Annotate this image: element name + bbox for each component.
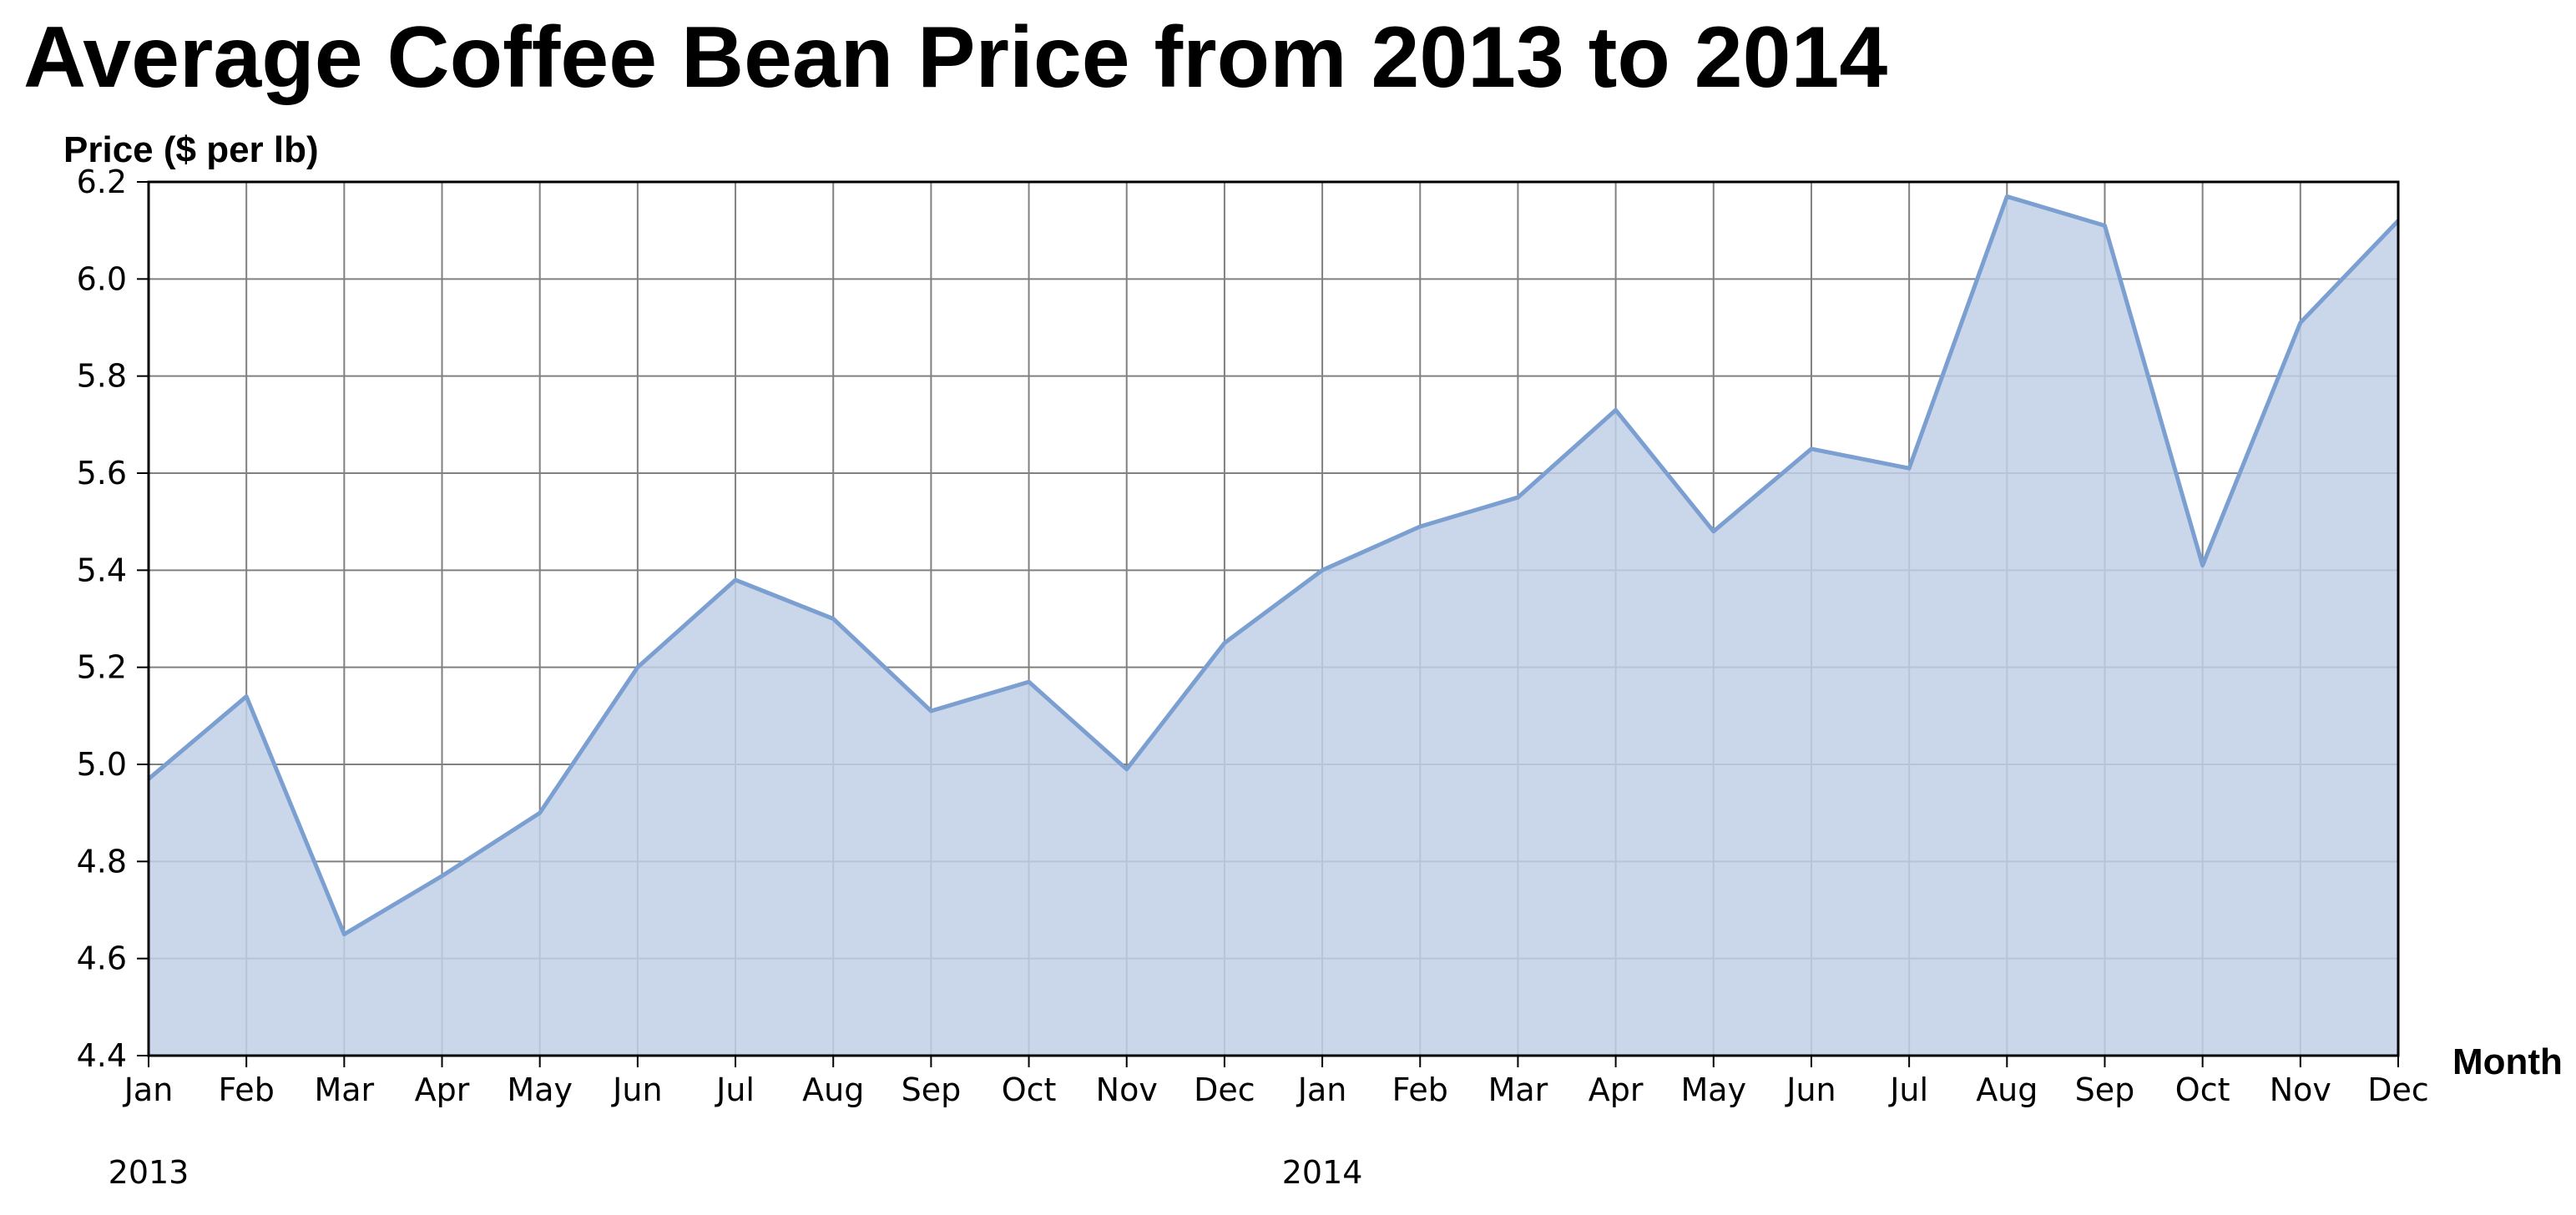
x-tick-label: Oct	[2175, 1071, 2230, 1108]
x-tick-label: Feb	[1392, 1071, 1448, 1108]
x-tick-label: Apr	[415, 1071, 470, 1108]
x-tick-label: Nov	[1096, 1071, 1158, 1108]
plot-frame	[147, 180, 2400, 1057]
x-tick-label: Jan	[123, 1071, 174, 1108]
y-tick-label: 6.2	[77, 164, 127, 200]
y-tick-label: 5.0	[77, 746, 127, 783]
series-line	[147, 194, 2400, 937]
x-tick-label: May	[507, 1071, 573, 1108]
year-label: 2013	[109, 1154, 189, 1191]
x-tick-label: Oct	[1002, 1071, 1057, 1108]
x-tick-label: Aug	[1976, 1071, 2038, 1108]
x-tick-label: Nov	[2270, 1071, 2331, 1108]
x-tick-label: Aug	[802, 1071, 864, 1108]
y-axis-title: Price ($ per lb)	[63, 129, 319, 170]
y-tick-label: 6.0	[77, 260, 127, 297]
y-tick-label: 5.8	[77, 358, 127, 395]
x-tick-label: Jun	[611, 1071, 662, 1108]
year-label: 2014	[1282, 1154, 1363, 1191]
year-labels: 2013 2014	[109, 1154, 1363, 1191]
y-tick-label: 5.2	[77, 649, 127, 686]
x-tick-label: Sep	[2075, 1071, 2135, 1108]
y-tick-label: 4.8	[77, 843, 127, 880]
x-axis-title: Month	[2452, 1041, 2563, 1082]
plot-border	[147, 180, 2400, 1057]
area-fill	[149, 196, 2398, 1056]
x-tick-label: Jul	[1888, 1071, 1928, 1108]
y-tick-label: 5.4	[77, 552, 127, 588]
y-tick-label: 5.6	[77, 455, 127, 492]
y-axis-ticks: 4.4 4.6 4.8 5.0 5.2 5.4 5.6 5.8 6.0 6.2	[77, 164, 149, 1074]
x-tick-label: Jul	[715, 1071, 755, 1108]
x-tick-label: May	[1681, 1071, 1747, 1108]
x-tick-label: Dec	[2367, 1071, 2429, 1108]
series-area	[147, 194, 2400, 1056]
x-tick-label: Dec	[1194, 1071, 1255, 1108]
y-tick-label: 4.6	[77, 940, 127, 977]
chart-title: Average Coffee Bean Price from 2013 to 2…	[23, 9, 1887, 106]
x-tick-label: Mar	[314, 1071, 374, 1108]
x-tick-label: Sep	[902, 1071, 962, 1108]
x-tick-label: Jun	[1785, 1071, 1836, 1108]
x-axis-ticks: Jan Feb Mar Apr May Jun Jul Aug Sep Oct Nov Dec Jan F…	[123, 1056, 2429, 1108]
y-tick-label: 4.4	[77, 1037, 127, 1074]
x-tick-label: Feb	[219, 1071, 275, 1108]
x-tick-label: Mar	[1488, 1071, 1548, 1108]
x-tick-label: Apr	[1589, 1071, 1644, 1108]
x-tick-label: Jan	[1296, 1071, 1347, 1108]
